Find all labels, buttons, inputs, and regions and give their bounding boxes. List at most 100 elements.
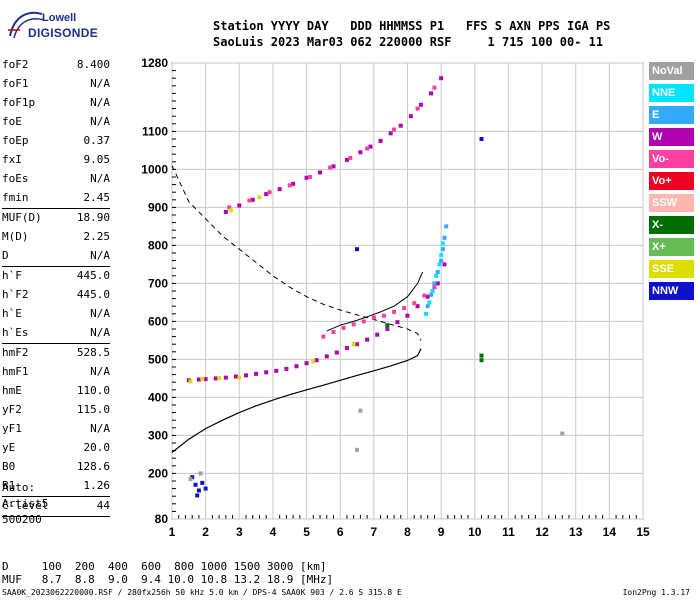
echo-point (439, 76, 444, 81)
logo-text-top: Lowell (42, 12, 77, 24)
param-value: 445.0 (76, 288, 110, 301)
echo-point (412, 301, 417, 306)
echo-point (365, 337, 370, 342)
param-separator (2, 266, 110, 267)
echo-point (223, 375, 228, 380)
param-value: N/A (90, 249, 110, 262)
echo-point (425, 294, 430, 299)
echo-point (304, 361, 309, 366)
echo-point (328, 165, 333, 170)
param-value: 9.05 (83, 153, 111, 166)
param-name: D (2, 249, 9, 262)
param-name: h`Es (2, 326, 29, 339)
param-value: 0.37 (83, 134, 111, 147)
x-tick-label: 8 (404, 525, 411, 539)
y-tick-label: 1280 (141, 56, 168, 70)
logo-text-bottom: DIGISONDE (28, 26, 99, 40)
param-separator (2, 516, 110, 517)
x-tick-label: 14 (603, 525, 617, 539)
echo-point (435, 281, 440, 286)
echo-point (294, 364, 299, 369)
echo-point (479, 137, 484, 141)
x-tick-label: 2 (202, 525, 209, 539)
echo-point (415, 304, 420, 309)
param-name: foEp (2, 134, 29, 147)
param-value: 44 (96, 499, 110, 512)
echo-point (378, 138, 383, 143)
param-name: hmF2 (2, 346, 29, 359)
y-tick-label: 300 (148, 428, 168, 442)
echo-point (188, 379, 193, 384)
x-tick-label: 10 (468, 525, 482, 539)
legend-item: NNE (649, 84, 694, 102)
echo-point (188, 477, 193, 482)
param-value: 2.45 (83, 191, 111, 204)
echo-point (287, 183, 292, 188)
echo-point (439, 258, 444, 263)
echo-point (361, 319, 366, 324)
footer-file-info: SAA0K_2023062220000.RSF / 280fx256h 50 k… (2, 588, 402, 597)
x-tick-label: 1 (169, 525, 176, 539)
param-value: 528.5 (76, 346, 110, 359)
param-value: 2.25 (83, 230, 111, 243)
param-row: h`F 445.0 (2, 267, 110, 286)
echo-point (392, 127, 397, 132)
x-tick-label: 7 (371, 525, 378, 539)
echo-point (429, 91, 434, 96)
echo-point (430, 289, 435, 293)
echo-point (432, 281, 437, 286)
digisonde-logo: Lowell DIGISONDE (2, 4, 112, 44)
muf-frequency-row: MUF 8.7 8.8 9.0 9.4 10.0 10.8 13.2 18.9 … (2, 573, 334, 586)
echo-point (334, 350, 339, 355)
echo-point (442, 262, 447, 267)
param-row: hmF1 N/A (2, 363, 110, 382)
y-tick-label: 800 (148, 238, 168, 252)
echo-point (223, 209, 228, 214)
y-tick-label: 1000 (141, 162, 168, 176)
param-row: C-level 44 (2, 497, 110, 516)
param-separator (2, 208, 110, 209)
echo-point (311, 359, 316, 364)
echo-point (264, 192, 269, 197)
echo-point (424, 311, 429, 316)
echo-point (440, 241, 445, 246)
echo-point (442, 235, 447, 240)
echo-point (395, 320, 400, 325)
echo-point (254, 371, 259, 376)
echo-point (344, 157, 349, 162)
y-tick-label: 1100 (142, 124, 168, 138)
echo-point (227, 205, 232, 210)
param-row: hmE 110.0 (2, 382, 110, 401)
echo-point (385, 323, 390, 328)
echo-point (291, 181, 296, 186)
param-row: foF1 N/A (2, 75, 110, 94)
echo-point (196, 488, 201, 493)
x-tick-label: 15 (636, 525, 650, 539)
y-tick-label: 500 (148, 352, 168, 366)
param-name: foE (2, 115, 22, 128)
echo-point (217, 376, 222, 381)
echo-point (358, 408, 363, 413)
param-row: foF1p N/A (2, 94, 110, 113)
echo-point (277, 187, 282, 192)
echo-point (437, 262, 442, 267)
legend-item: NNW (649, 282, 694, 300)
param-value: 110.0 (76, 384, 110, 397)
header-line-1: Station YYYY DAY DDD HHMMSS P1 FFS S AXN… (213, 19, 611, 33)
echo-point (422, 293, 427, 298)
echo-point (318, 170, 323, 175)
param-value: 115.0 (76, 403, 110, 416)
param-value: N/A (90, 115, 110, 128)
muf-distance-row: D 100 200 400 600 800 1000 1500 3000 [km… (2, 560, 327, 573)
echo-point (418, 102, 423, 107)
x-tick-label: 3 (236, 525, 243, 539)
echo-point (196, 377, 201, 382)
header-line-2: SaoLuis 2023 Mar03 062 220000 RSF 1 715 … (213, 35, 604, 49)
param-value: N/A (90, 96, 110, 109)
param-name: h`E (2, 307, 22, 320)
param-value: 18.90 (76, 211, 110, 224)
param-row: foE N/A (2, 113, 110, 132)
param-name: foF1 (2, 77, 29, 90)
echo-point (237, 203, 242, 208)
param-name: B0 (2, 460, 16, 473)
